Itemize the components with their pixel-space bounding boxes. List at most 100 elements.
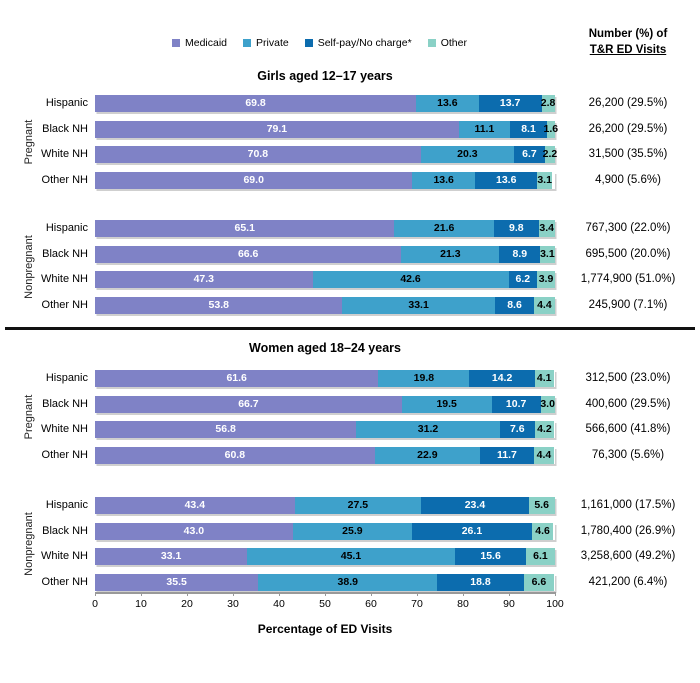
segment-value: 3.1 (537, 174, 552, 187)
bar-segment-private: 33.1 (342, 296, 495, 314)
legend-label: Self-pay/No charge* (317, 37, 412, 49)
bar-segment-medicaid: 43.4 (95, 497, 295, 514)
segment-value: 11.1 (474, 122, 495, 135)
row-annotation: 421,200 (6.4%) (588, 575, 668, 588)
row-annotation: 4,900 (5.6%) (595, 173, 661, 186)
segment-value: 3.1 (540, 247, 555, 260)
segment-value: 21.3 (440, 247, 461, 260)
bar-segment-private: 21.3 (401, 245, 500, 263)
stacked-bar: 66.7 19.5 10.7 3.0 (95, 395, 555, 413)
row-annotation: 26,200 (29.5%) (588, 97, 668, 109)
stacked-bar: 35.5 38.9 18.8 6.6 (95, 573, 555, 591)
bar-segment-self-pay-no-charge-: 6.7 (514, 146, 545, 164)
bar-segment-private: 25.9 (292, 522, 412, 540)
bar-segment-other: 5.6 (528, 497, 555, 514)
segment-value: 3.0 (540, 397, 555, 410)
x-axis-tick-label: 40 (273, 598, 285, 610)
category-label: Other NH (41, 575, 88, 588)
bar-segment-private: 21.6 (394, 220, 494, 237)
legend-item: Self-pay/No charge* (304, 37, 412, 49)
legend-item: Other (427, 37, 467, 49)
x-axis-tick-label: 30 (227, 598, 239, 610)
segment-value: 56.8 (215, 423, 236, 436)
segment-value: 23.4 (464, 499, 486, 512)
segment-value: 69.0 (243, 174, 264, 187)
segment-value: 4.4 (537, 299, 552, 312)
segment-value: 79.1 (266, 122, 288, 135)
bar-segment-private: 27.5 (294, 497, 422, 514)
section-title: Women aged 18–24 years (249, 341, 401, 355)
segment-value: 2.8 (540, 97, 556, 110)
row-annotation: 566,600 (41.8%) (585, 423, 671, 436)
category-label: Hispanic (45, 97, 88, 109)
bar-segment-medicaid: 35.5 (95, 573, 259, 591)
bar-segment-other: 6.6 (523, 573, 555, 591)
segment-value: 8.6 (507, 299, 522, 312)
segment-value: 19.5 (436, 397, 457, 410)
bar-segment-other: 3.1 (540, 245, 555, 263)
bar-segment-self-pay-no-charge-: 26.1 (411, 522, 532, 540)
category-label: Black NH (42, 247, 88, 260)
legend: Medicaid Private Self-pay/No charge* Other (172, 37, 467, 49)
segment-value: 66.6 (237, 247, 259, 260)
bar-segment-medicaid: 56.8 (95, 421, 357, 439)
stacked-bar: 70.8 20.3 6.7 2.2 (95, 146, 557, 164)
bar-segment-other: 4.2 (534, 421, 555, 439)
x-axis-tick-label: 20 (181, 598, 193, 610)
segment-value: 53.8 (208, 299, 229, 312)
bar-segment-medicaid: 69.0 (95, 171, 413, 189)
bar-segment-private: 31.2 (356, 421, 500, 439)
segment-value: 1.6 (543, 122, 559, 135)
bar-segment-self-pay-no-charge-: 13.7 (478, 95, 542, 112)
section-title: Girls aged 12–17 years (257, 69, 393, 83)
bar-segment-self-pay-no-charge-: 8.1 (509, 120, 548, 138)
category-label: White NH (40, 550, 88, 563)
bar-segment-private: 19.8 (378, 370, 470, 387)
segment-value: 3.9 (538, 273, 554, 286)
bar-segment-other: 4.4 (533, 446, 555, 464)
stacked-bar: 33.1 45.1 15.6 6.1 (95, 548, 555, 566)
stacked-bar: 66.6 21.3 8.9 3.1 (95, 245, 555, 263)
bar-segment-self-pay-no-charge-: 11.7 (480, 446, 534, 464)
bar-segment-private: 45.1 (247, 548, 455, 566)
bar-segment-other: 4.4 (534, 296, 555, 314)
bar-segment-medicaid: 70.8 (95, 146, 421, 164)
category-label: Other NH (41, 448, 88, 461)
x-axis-tick (370, 592, 372, 596)
bar-segment-private: 20.3 (420, 146, 515, 164)
x-axis-tick (278, 592, 280, 596)
segment-value: 4.2 (537, 423, 552, 436)
segment-value: 27.5 (347, 499, 369, 512)
right-column-header: Number (%) of T&R ED Visits (557, 26, 699, 58)
bar-segment-medicaid: 47.3 (95, 271, 313, 289)
segment-value: 20.3 (457, 148, 478, 161)
segment-value: 3.4 (539, 222, 554, 235)
bar-segment-self-pay-no-charge-: 7.6 (499, 421, 535, 439)
category-label: Black NH (42, 524, 88, 537)
right-header-line2: T&R ED Visits (589, 44, 667, 57)
row-annotation: 1,780,400 (26.9%) (580, 524, 676, 537)
segment-value: 6.1 (533, 550, 548, 563)
stacked-bar: 56.8 31.2 7.6 4.2 (95, 421, 555, 439)
segment-value: 13.6 (495, 174, 517, 187)
segment-value: 5.6 (534, 499, 549, 512)
segment-value: 43.4 (184, 499, 206, 512)
bar-segment-self-pay-no-charge-: 23.4 (421, 497, 529, 514)
stacked-bar: 43.4 27.5 23.4 5.6 (95, 497, 555, 514)
segment-value: 11.7 (496, 449, 517, 462)
x-axis-title: Percentage of ED Visits (257, 622, 393, 636)
segment-value: 45.1 (340, 550, 362, 563)
bar-segment-private: 22.9 (374, 446, 480, 464)
x-axis-tick (324, 592, 326, 596)
segment-value: 70.8 (247, 148, 269, 161)
row-annotation: 695,500 (20.0%) (585, 247, 671, 260)
bar-segment-private: 11.1 (458, 120, 510, 138)
row-annotation: 1,774,900 (51.0%) (580, 273, 676, 286)
bar-segment-other: 2.2 (543, 146, 557, 164)
segment-value: 8.1 (521, 122, 536, 135)
segment-value: 4.6 (535, 524, 550, 537)
segment-value: 26.1 (461, 524, 483, 537)
segment-value: 14.2 (491, 372, 513, 385)
x-axis-tick-label: 90 (503, 598, 515, 610)
bar-segment-medicaid: 53.8 (95, 296, 343, 314)
